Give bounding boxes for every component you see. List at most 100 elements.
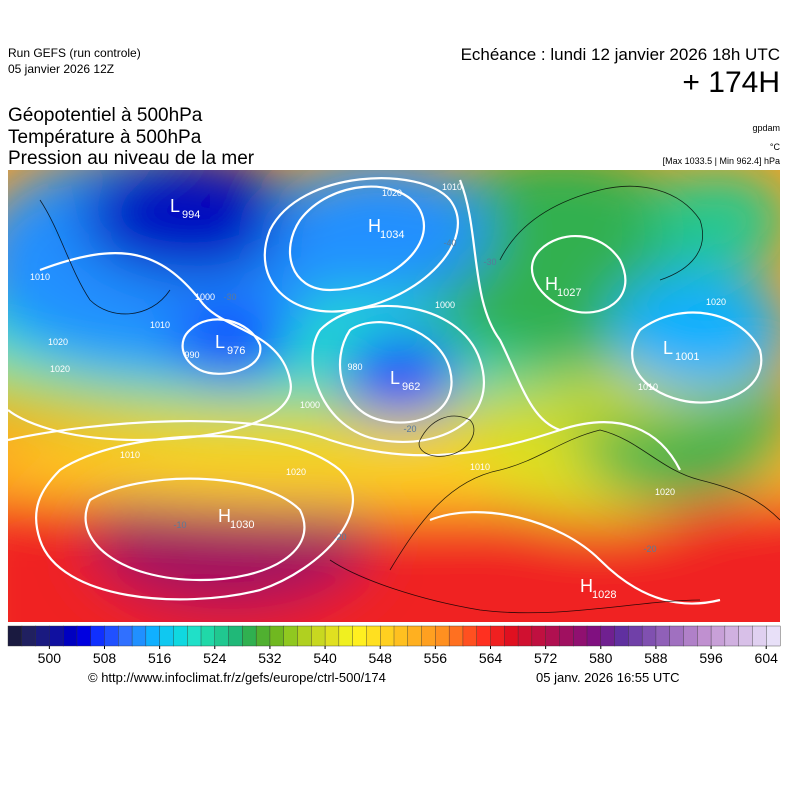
colorbar-swatch: [655, 625, 671, 647]
isobar-label: 1000: [195, 292, 215, 302]
colorbar-swatch: [697, 625, 712, 647]
isobar-label: 1010: [442, 182, 462, 192]
isobar-label: 1020: [655, 487, 675, 497]
colorbar-swatch: [352, 625, 367, 647]
colorbar-swatch: [393, 625, 409, 647]
colorbar-tick-label: 588: [644, 650, 668, 666]
colorbar-swatch: [324, 625, 340, 647]
title: Température à 500hPa: [8, 127, 202, 148]
forecast-time: Echéance : lundi 12 janvier 2026 18h UTC: [460, 45, 780, 64]
isobars: [8, 177, 763, 605]
center-type: H: [580, 576, 593, 596]
unit: gpdam: [752, 123, 780, 133]
colorbar-swatch: [504, 625, 519, 647]
center-type: H: [218, 506, 231, 526]
colorbar-swatch: [76, 625, 92, 647]
colorbar-swatch: [311, 625, 326, 647]
colorbar-swatch: [7, 625, 23, 647]
colorbar-swatch: [366, 625, 381, 647]
coastlines: [39, 185, 780, 614]
center-type: L: [390, 368, 400, 388]
colorbar-swatch: [255, 625, 271, 647]
colorbar-swatch: [669, 625, 685, 647]
colorbar-swatch: [559, 625, 574, 647]
center-type: H: [368, 216, 381, 236]
colorbar-swatch: [21, 625, 37, 647]
generated-time: 05 janv. 2026 16:55 UTC: [536, 670, 680, 685]
temperature-label: -30: [483, 257, 496, 267]
run-name: Run GEFS (run controle): [8, 46, 141, 60]
colorbar-tick-label: 540: [313, 650, 337, 666]
isobar-label: 1010: [120, 450, 140, 460]
isobar-label: 1020: [48, 337, 68, 347]
colorbar-swatch: [545, 625, 560, 647]
colorbar-swatch: [131, 625, 147, 647]
colorbar-swatch: [269, 625, 285, 647]
center-type: L: [215, 332, 225, 352]
colorbar-tick-label: 548: [369, 650, 393, 666]
isobar-label: 1000: [435, 300, 455, 310]
colorbar-tick-label: 572: [534, 650, 558, 666]
unit: °C: [769, 142, 780, 152]
colorbar-swatch: [600, 625, 616, 647]
isobar-label: 1020: [706, 297, 726, 307]
colorbar: 500 508 516 524 532 540 548 556 564 572 580 588 596 6…: [7, 625, 781, 666]
colorbar-swatch: [462, 625, 478, 647]
source-url: © http://www.infoclimat.fr/z/gefs/europe…: [88, 670, 386, 685]
isobar-label: 1010: [638, 382, 658, 392]
colorbar-swatch: [90, 625, 106, 647]
lead-time: + 174H: [682, 66, 780, 99]
colorbar-swatch: [724, 625, 740, 647]
colorbar-swatch: [104, 625, 119, 647]
center-value: 1001: [675, 351, 699, 363]
colorbar-swatch: [338, 625, 354, 647]
colorbar-tick-label: 564: [479, 650, 503, 666]
temperature-label: -30: [223, 292, 236, 302]
isobar-label: 1020: [50, 364, 70, 374]
colorbar-swatch: [710, 625, 726, 647]
center-value: 994: [182, 209, 200, 221]
center-value: 962: [402, 381, 420, 393]
colorbar-swatch: [683, 625, 698, 647]
colorbar-swatch: [62, 625, 78, 647]
colorbar-tick-label: 532: [258, 650, 282, 666]
colorbar-swatch: [35, 625, 50, 647]
isobar-label: 1010: [150, 320, 170, 330]
run-date: 05 janvier 2026 12Z: [8, 62, 115, 76]
isobar-label: 1000: [300, 400, 320, 410]
colorbar-swatch: [283, 625, 299, 647]
colorbar-swatch: [628, 625, 643, 647]
isobar-label: 980: [347, 362, 362, 372]
colorbar-swatch: [641, 625, 657, 647]
colorbar-swatch: [766, 625, 781, 647]
colorbar-swatch: [145, 625, 161, 647]
center-type: L: [663, 338, 673, 358]
unit: [Max 1033.5 | Min 962.4] hPa: [662, 156, 780, 166]
colorbar-tick-label: 556: [424, 650, 448, 666]
colorbar-swatch: [118, 625, 133, 647]
colorbar-swatch: [380, 625, 395, 647]
colorbar-swatch: [517, 625, 533, 647]
colorbar-swatch: [407, 625, 423, 647]
temperature-label: -20: [643, 544, 656, 554]
center-value: 1027: [557, 287, 581, 299]
temperature-label: -10: [173, 520, 186, 530]
colorbar-tick-label: 500: [38, 650, 62, 666]
colorbar-swatch: [421, 625, 436, 647]
colorbar-swatch: [448, 625, 464, 647]
colorbar-swatch: [200, 625, 216, 647]
temperature-label: -20: [333, 532, 346, 542]
colorbar-tick-label: 516: [148, 650, 172, 666]
colorbar-swatch: [614, 625, 629, 647]
isobar-label: 1020: [382, 188, 402, 198]
isobar-label: 990: [184, 350, 199, 360]
colorbar-tick-label: 604: [755, 650, 779, 666]
temperature-label: -40: [443, 238, 456, 248]
colorbar-swatch: [476, 625, 492, 647]
colorbar-swatch: [490, 625, 505, 647]
isobar-label: 1010: [30, 272, 50, 282]
center-value: 1030: [230, 519, 254, 531]
